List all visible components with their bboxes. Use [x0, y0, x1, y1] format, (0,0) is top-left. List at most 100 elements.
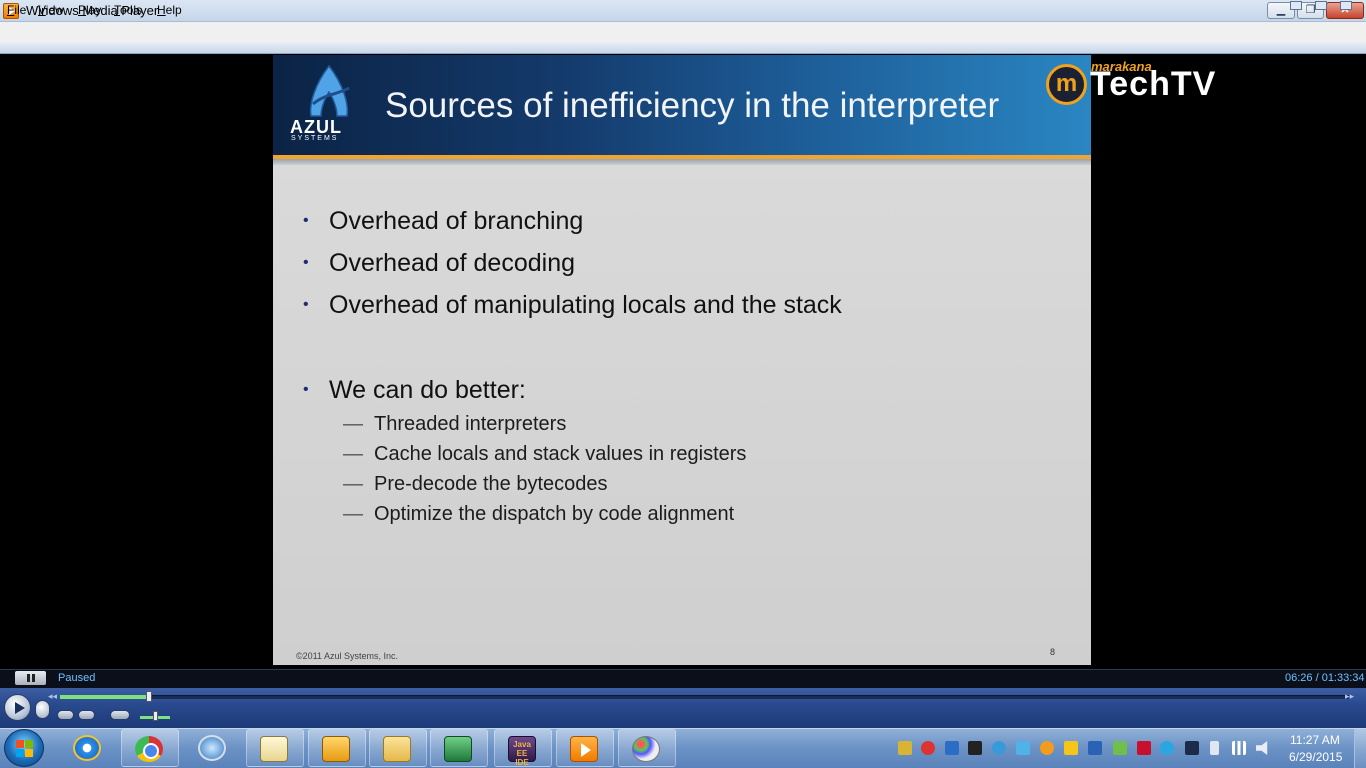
seek-progress	[60, 695, 149, 699]
clock-time[interactable]: 11:27 AM	[1290, 733, 1340, 747]
marakana-logo-letter: m	[1055, 70, 1078, 97]
marakana-label: marakana	[1091, 59, 1152, 74]
seek-bar[interactable]	[60, 695, 1350, 699]
show-desktop-button[interactable]	[1354, 729, 1366, 768]
slide-header	[273, 55, 1091, 156]
menu-tools[interactable]: Tools	[114, 3, 143, 17]
sub-bullet-text: Threaded interpreters	[374, 413, 567, 435]
safari-icon	[198, 735, 226, 761]
window-title: Windows Media Player	[26, 3, 159, 18]
explorer-icon	[383, 736, 411, 762]
taskbar-paint[interactable]	[618, 729, 676, 767]
tray-skype-icon[interactable]	[1160, 741, 1174, 755]
outlook-icon	[322, 736, 350, 762]
sub-bullet-text: Optimize the dispatch by code alignment	[374, 503, 735, 525]
windows-media-player-icon	[570, 736, 598, 762]
bullet-icon: •	[303, 254, 309, 271]
windows-logo-red	[16, 740, 24, 748]
bullet-text: Overhead of branching	[329, 207, 584, 235]
control-bar	[0, 688, 1366, 728]
tray-utility-icon[interactable]	[1088, 741, 1102, 755]
taskbar-notepad[interactable]	[246, 729, 304, 767]
start-button[interactable]	[4, 729, 44, 767]
compact-mode-icon[interactable]	[1315, 1, 1327, 10]
stop-button[interactable]	[35, 700, 50, 719]
seek-handle[interactable]	[146, 691, 152, 702]
sub-bullet-dash: —	[343, 473, 363, 495]
volume-handle[interactable]	[153, 711, 158, 721]
java-ee-ide-icon: Java EE IDE	[508, 736, 536, 767]
techtv-label: TechTV	[1090, 65, 1217, 103]
minimize-button[interactable]: ▁	[1267, 2, 1295, 19]
windows-logo-green	[25, 740, 33, 748]
menu-file[interactable]: File	[7, 3, 27, 17]
slide-footer: ©2011 Azul Systems, Inc.	[296, 651, 399, 661]
tray-acrobat-icon[interactable]	[1137, 741, 1151, 755]
taskbar-safari[interactable]	[185, 729, 237, 767]
tray-shield-icon[interactable]	[898, 741, 912, 755]
azul-brand-sub: SYSTEMS	[291, 135, 339, 142]
tray-outlook-icon[interactable]	[1064, 741, 1078, 755]
bullet-text: Overhead of manipulating locals and the …	[329, 291, 842, 319]
slide-title: Sources of inefficiency in the interpret…	[385, 86, 1000, 125]
clock-date[interactable]: 6/29/2015	[1289, 750, 1343, 764]
tray-check-icon[interactable]	[1113, 741, 1127, 755]
previous-button[interactable]	[57, 710, 74, 720]
mute-button[interactable]	[110, 710, 130, 720]
fast-forward-marker-icon: ▸▸	[1345, 691, 1355, 701]
tray-monitor-icon[interactable]	[1185, 741, 1199, 755]
sub-bullet-dash: —	[343, 503, 363, 525]
slide-page-number: 8	[1050, 647, 1056, 657]
sub-bullet-dash: —	[343, 413, 363, 435]
playback-status: Paused	[58, 672, 96, 684]
view-switch-strip	[0, 42, 1366, 54]
azul-brand: AZUL	[290, 117, 342, 137]
switch-to-library-icon[interactable]	[1290, 1, 1302, 10]
sub-bullet-text: Pre-decode the bytecodes	[374, 473, 608, 495]
chrome-icon	[135, 736, 163, 762]
bullet-icon: •	[303, 296, 309, 313]
tray-network-app-icon[interactable]	[992, 741, 1006, 755]
bullet-text: Overhead of decoding	[329, 249, 576, 277]
status-bar	[0, 669, 1366, 688]
play-button[interactable]	[4, 694, 31, 721]
sub-bullet-dash: —	[343, 443, 363, 465]
tray-dropbox-icon[interactable]	[1016, 741, 1030, 755]
windows-logo-yellow	[25, 749, 33, 757]
windows-logo-blue	[16, 749, 24, 757]
sub-bullet-text: Cache locals and stack values in registe…	[374, 443, 747, 465]
slide-header-rule	[273, 155, 1091, 159]
pause-indicator-icon	[15, 671, 46, 685]
tray-sound-app-icon[interactable]	[968, 741, 982, 755]
fullscreen-icon[interactable]	[1340, 1, 1352, 10]
tray-update-icon[interactable]	[1040, 741, 1054, 755]
notepad-icon	[260, 736, 288, 762]
paint-icon	[632, 736, 660, 762]
menu-help[interactable]: Help	[157, 3, 182, 17]
tray-app-icon[interactable]	[945, 741, 959, 755]
slide-header-shadow	[273, 159, 1091, 165]
taskbar-windows-media-player[interactable]	[556, 729, 614, 767]
playback-time: 06:26 / 01:33:34	[1285, 672, 1365, 684]
bullet-icon: •	[303, 212, 309, 229]
ie-icon	[73, 735, 101, 761]
signal-icon[interactable]	[1232, 741, 1246, 755]
menu-play[interactable]: Play	[78, 3, 102, 17]
windows-media-player-icon[interactable]	[3, 3, 19, 19]
menu-bar	[0, 22, 1366, 42]
volume-icon[interactable]	[1256, 741, 1268, 755]
azul-logo-icon	[309, 64, 350, 117]
tray-antivirus-icon[interactable]	[921, 741, 935, 755]
menu-view[interactable]: View	[38, 3, 64, 17]
taskbar-excel[interactable]	[430, 729, 488, 767]
taskbar-chrome[interactable]	[121, 729, 179, 767]
taskbar-internet-explorer[interactable]	[62, 729, 114, 767]
bullet-icon: •	[303, 381, 309, 398]
taskbar-java-ee-ide[interactable]: Java EE IDE	[494, 729, 552, 767]
battery-icon[interactable]	[1210, 741, 1219, 755]
excel-icon	[444, 736, 472, 762]
marakana-logo-icon: m	[1046, 64, 1087, 105]
taskbar-outlook[interactable]	[308, 729, 366, 767]
taskbar-explorer[interactable]	[369, 729, 427, 767]
next-button[interactable]	[78, 710, 95, 720]
